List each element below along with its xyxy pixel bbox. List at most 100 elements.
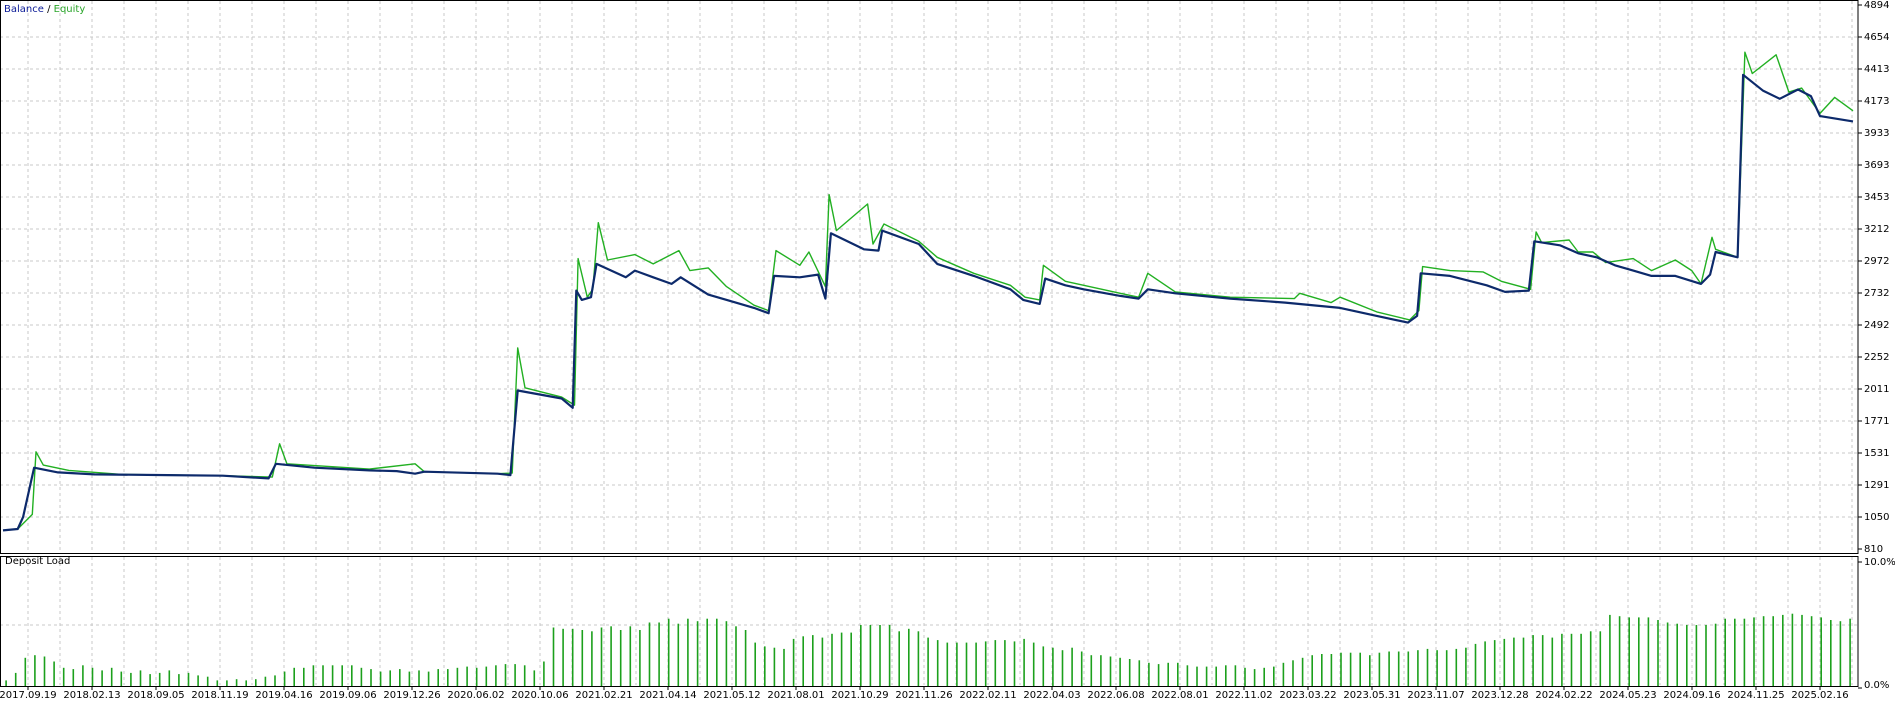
deposit-load-bar	[812, 635, 814, 686]
deposit-load-bar	[1561, 633, 1563, 686]
deposit-load-bar	[341, 665, 343, 686]
deposit-load-bar	[1177, 662, 1179, 686]
y-tick-label: 10.0%	[1864, 557, 1895, 568]
deposit-load-bar	[1801, 614, 1803, 686]
deposit-load-bar	[82, 665, 84, 686]
deposit-load-bar	[216, 680, 219, 686]
deposit-load-bar	[619, 630, 622, 686]
deposit-load-bar	[1282, 662, 1285, 686]
deposit-load-bar	[754, 642, 756, 686]
deposit-load-bar	[860, 625, 862, 686]
deposit-load-bar	[1762, 616, 1765, 686]
deposit-load-bar	[610, 626, 612, 686]
deposit-load-bar	[1541, 635, 1544, 686]
deposit-load-bar	[764, 646, 766, 686]
deposit-load-bar	[706, 618, 708, 686]
deposit-load-bar	[917, 631, 920, 686]
deposit-load-bar	[34, 655, 36, 686]
deposit-load-bar	[1167, 662, 1169, 686]
deposit-load-bar	[1493, 640, 1496, 686]
deposit-load-bar	[1522, 637, 1525, 686]
deposit-load-bar	[1474, 643, 1477, 686]
deposit-load-bar	[783, 648, 785, 686]
deposit-load-bar	[571, 628, 574, 686]
legend-separator: /	[44, 4, 54, 15]
y-tick-label: 3212	[1864, 224, 1889, 235]
deposit-load-bar	[1080, 651, 1083, 686]
y-tick-label: 1531	[1864, 448, 1889, 459]
deposit-load-bar	[91, 667, 94, 686]
deposit-load-bar	[936, 640, 939, 686]
deposit-load-bar	[1090, 655, 1093, 686]
deposit-load-bar	[1513, 637, 1515, 686]
deposit-load-bar	[1839, 621, 1842, 686]
deposit-load-bar	[101, 670, 103, 686]
y-tick-label: 4654	[1864, 32, 1889, 43]
x-tick-label: 2017.09.19	[0, 690, 57, 701]
x-tick-label: 2024.05.23	[1599, 690, 1656, 701]
deposit-load-bar	[226, 680, 228, 686]
deposit-load-bar	[437, 669, 439, 686]
deposit-load-bar	[149, 674, 151, 686]
deposit-load-bar	[543, 661, 545, 686]
x-tick-label: 2019.09.06	[319, 690, 376, 701]
deposit-load-bar	[1445, 650, 1448, 686]
y-tick-label: 3453	[1864, 192, 1889, 203]
deposit-load-bar	[158, 672, 161, 686]
deposit-load-bar	[495, 665, 497, 686]
deposit-load-bar	[1772, 616, 1774, 686]
deposit-load-bar	[206, 676, 209, 686]
x-axis-labels: 2017.09.19 2018.02.13 2018.09.05 2018.11.19…	[0, 686, 1849, 701]
deposit-load-bar	[1830, 620, 1832, 686]
deposit-load-bar	[408, 671, 411, 686]
deposit-load-bar	[1589, 631, 1592, 686]
deposit-load-bar	[283, 671, 286, 686]
deposit-load-bar	[235, 679, 238, 686]
deposit-load-bar	[1695, 625, 1698, 686]
x-tick-label: 2023.11.07	[1407, 690, 1464, 701]
deposit-load-bar	[1263, 667, 1265, 686]
deposit-load-bar	[1359, 652, 1361, 686]
deposit-load-bar	[1714, 623, 1717, 686]
deposit-load-bar	[360, 667, 363, 686]
deposit-load-bar	[1782, 614, 1784, 686]
deposit-load-bar	[1215, 666, 1217, 686]
deposit-load-bar	[1244, 667, 1246, 686]
y-tick-label: 2732	[1864, 288, 1889, 299]
deposit-load-bar	[869, 625, 872, 686]
deposit-load-bar	[1292, 660, 1294, 686]
deposit-load-bar	[898, 631, 900, 686]
deposit-load-bar	[629, 626, 632, 686]
chart-frames	[0, 0, 1859, 687]
y-tick-label: 810	[1864, 544, 1883, 555]
deposit-load-bar	[1743, 618, 1746, 686]
deposit-load-bar	[1666, 622, 1669, 686]
deposit-load-bar	[379, 671, 382, 686]
deposit-load-bar	[62, 667, 65, 686]
deposit-load-bar	[927, 637, 929, 686]
x-tick-label: 2023.05.31	[1343, 690, 1400, 701]
deposit-load-bar	[716, 618, 718, 686]
deposit-load-bar	[1119, 657, 1121, 686]
deposit-load-bar	[1417, 650, 1419, 686]
x-tick-label: 2018.09.05	[127, 690, 184, 701]
x-tick-label: 2021.10.29	[831, 690, 888, 701]
deposit-load-bar	[648, 622, 651, 686]
x-tick-label: 2019.04.16	[255, 690, 312, 701]
y-tick-label: 0.0%	[1864, 680, 1889, 691]
deposit-load-bar	[1138, 660, 1141, 686]
x-tick-label: 2021.08.01	[767, 690, 824, 701]
deposit-load-bar	[696, 621, 699, 686]
deposit-load-bar	[168, 670, 171, 686]
deposit-load-bar	[888, 625, 891, 686]
y-tick-label: 1291	[1864, 480, 1889, 491]
deposit-load-bar	[831, 633, 833, 686]
deposit-load-bar	[389, 670, 391, 686]
deposit-load-bar	[514, 664, 516, 686]
deposit-load-bar	[994, 640, 997, 686]
x-tick-label: 2019.12.26	[383, 690, 440, 701]
deposit-load-bar	[370, 669, 372, 686]
deposit-load-bar	[908, 628, 910, 686]
deposit-load-bar	[1109, 656, 1112, 686]
